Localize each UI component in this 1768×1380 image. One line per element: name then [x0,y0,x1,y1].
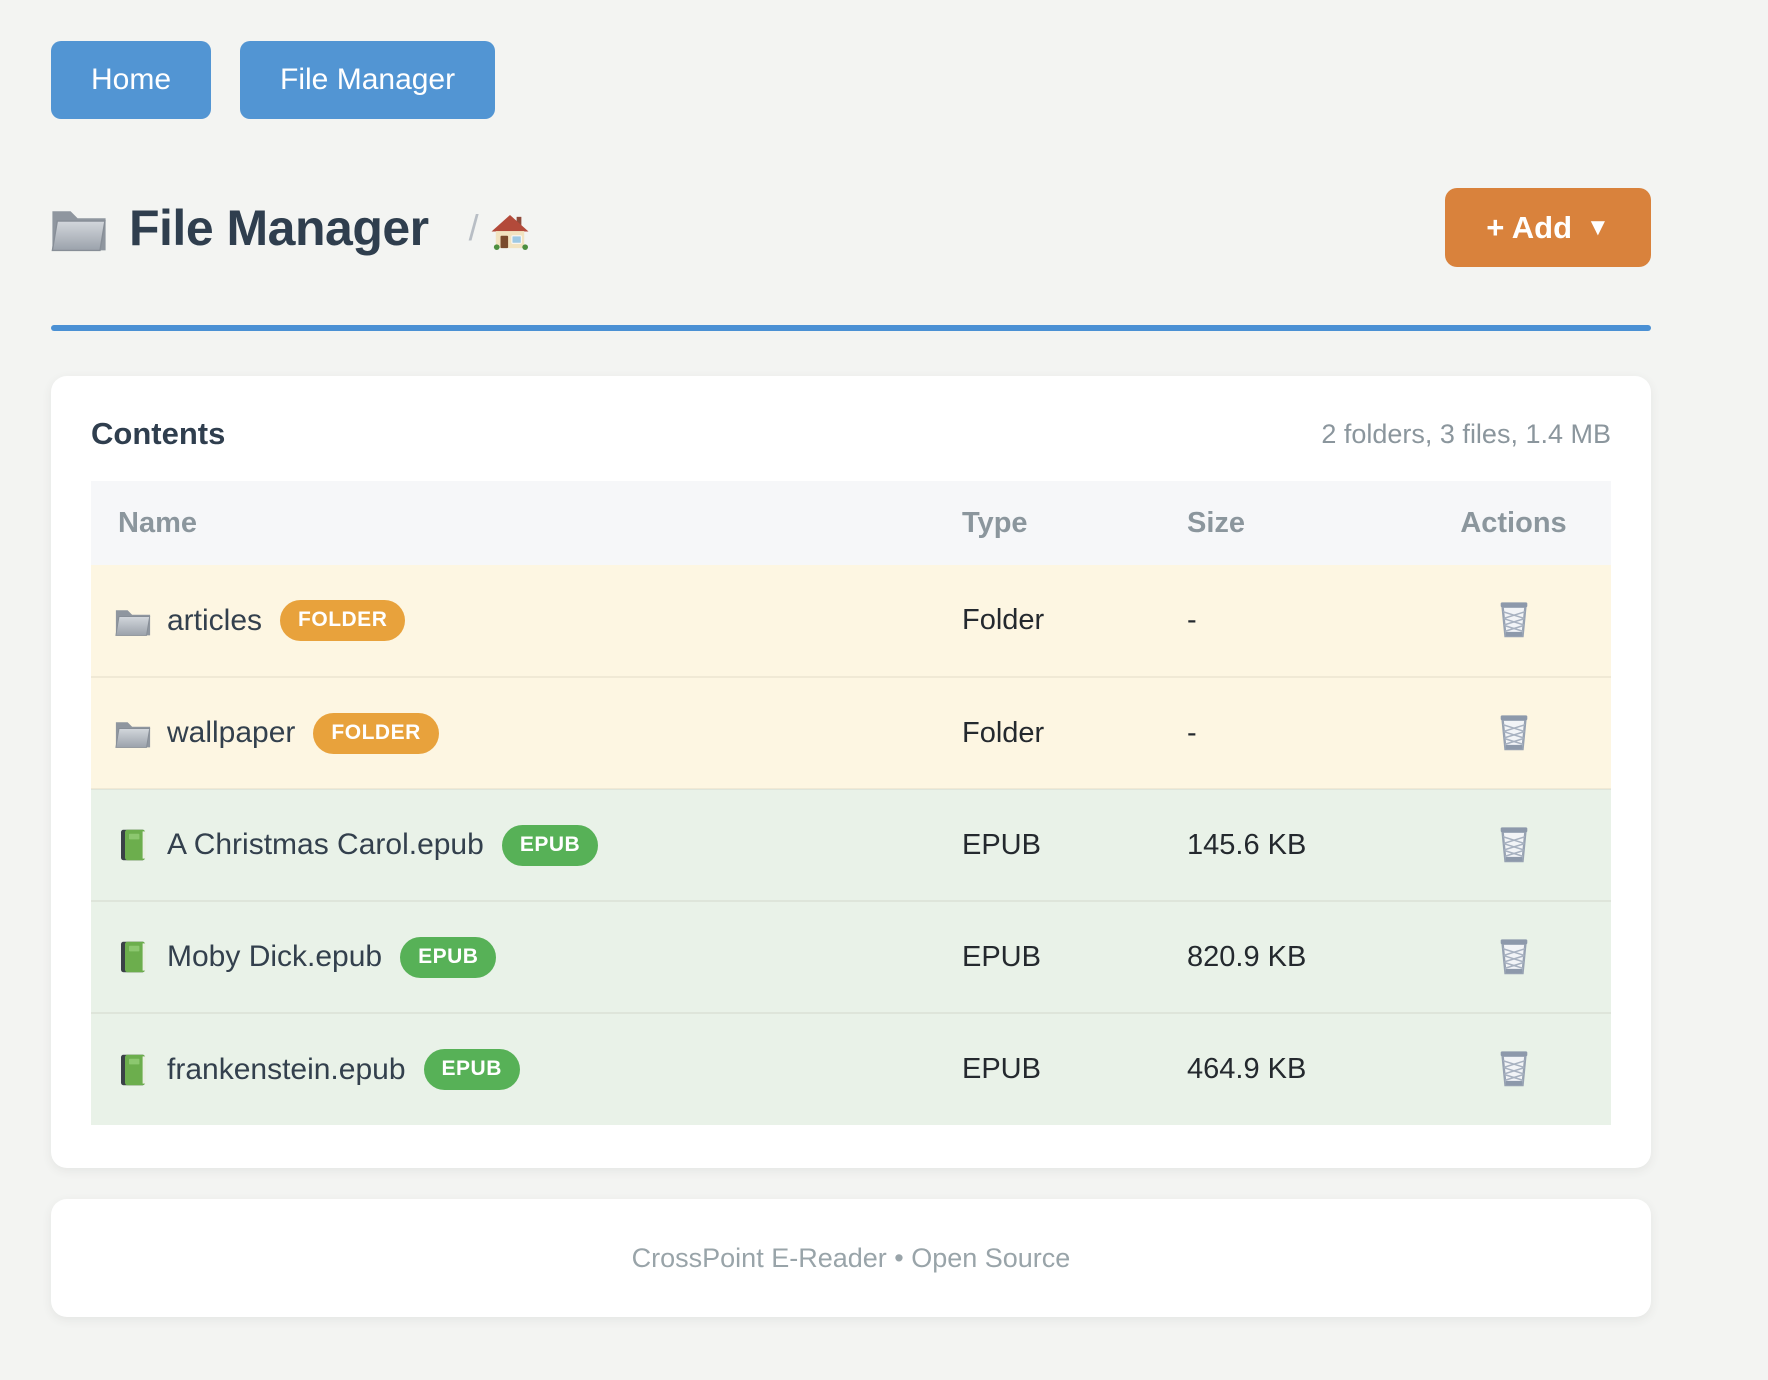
delete-button[interactable] [1493,597,1535,641]
trash-icon [1495,936,1533,976]
contents-summary: 2 folders, 3 files, 1.4 MB [1321,418,1611,449]
add-button-label: + Add [1486,209,1573,245]
item-type: Folder [962,604,1045,636]
table-row: frankenstein.epub EPUB EPUB 464.9 KB [91,1013,1611,1125]
folder-badge: FOLDER [280,600,406,641]
item-name: articles [167,603,263,637]
item-type: EPUB [962,1053,1041,1085]
footer: CrossPoint E-Reader • Open Source [51,1199,1651,1317]
trash-icon [1495,712,1533,752]
trash-icon [1495,599,1533,639]
column-header-actions: Actions [1460,506,1567,539]
folder-icon [51,209,107,251]
trash-icon [1495,824,1533,864]
item-size: 464.9 KB [1187,1053,1307,1085]
folder-badge: FOLDER [313,712,439,754]
book-icon [121,941,146,973]
delete-button[interactable] [1493,710,1535,754]
contents-card: Contents 2 folders, 3 files, 1.4 MB Name… [51,376,1651,1168]
column-header-name: Name [118,506,197,539]
item-name: frankenstein.epub [167,1052,406,1086]
epub-badge: EPUB [423,1049,520,1090]
caret-down-icon: ▼ [1586,213,1610,241]
item-type: EPUB [962,828,1041,861]
page-container: Home File Manager File Manager / + Add ▼… [51,0,1651,1317]
delete-button[interactable] [1493,934,1535,978]
house-icon[interactable] [491,214,529,250]
table-row: articles FOLDER Folder - [91,565,1611,677]
item-size: - [1187,716,1197,749]
file-link[interactable]: A Christmas Carol.epub EPUB [115,824,960,866]
page-title: File Manager [129,199,429,256]
item-name: wallpaper [167,716,296,749]
epub-badge: EPUB [400,936,497,978]
table-row: Moby Dick.epub EPUB EPUB 820.9 KB [91,901,1611,1013]
delete-button[interactable] [1493,822,1535,866]
item-name: Moby Dick.epub [167,940,383,973]
column-header-size: Size [1187,506,1246,539]
header-divider [51,325,1651,331]
file-table: Name Type Size Actions articles FOLDER [91,481,1611,1125]
item-type: EPUB [962,940,1041,973]
table-header-row: Name Type Size Actions [91,481,1611,565]
item-size: 820.9 KB [1187,940,1307,973]
card-header: Contents 2 folders, 3 files, 1.4 MB [91,416,1611,452]
delete-button[interactable] [1493,1046,1535,1090]
top-nav: Home File Manager [51,0,1651,119]
book-icon [121,1054,146,1085]
home-button[interactable]: Home [51,41,212,119]
book-icon [121,829,146,861]
table-row: A Christmas Carol.epub EPUB EPUB 145.6 K… [91,789,1611,901]
epub-badge: EPUB [501,824,599,866]
folder-link[interactable]: wallpaper FOLDER [115,712,960,754]
file-link[interactable]: Moby Dick.epub EPUB [115,936,960,978]
item-size: 145.6 KB [1187,828,1307,861]
item-name: A Christmas Carol.epub [167,828,484,861]
folder-icon [115,609,151,636]
item-type: Folder [962,716,1045,749]
page-header: File Manager / + Add ▼ [51,188,1651,267]
table-row: wallpaper FOLDER Folder - [91,677,1611,789]
footer-text: CrossPoint E-Reader • Open Source [631,1242,1071,1273]
file-link[interactable]: frankenstein.epub EPUB [115,1049,960,1090]
item-size: - [1187,604,1197,636]
folder-link[interactable]: articles FOLDER [115,600,960,641]
column-header-type: Type [962,506,1028,539]
file-manager-button[interactable]: File Manager [240,41,496,119]
breadcrumb-separator: / [468,206,479,248]
folder-icon [115,721,151,748]
add-button[interactable]: + Add ▼ [1445,188,1651,267]
card-title: Contents [91,416,226,451]
trash-icon [1495,1048,1533,1088]
